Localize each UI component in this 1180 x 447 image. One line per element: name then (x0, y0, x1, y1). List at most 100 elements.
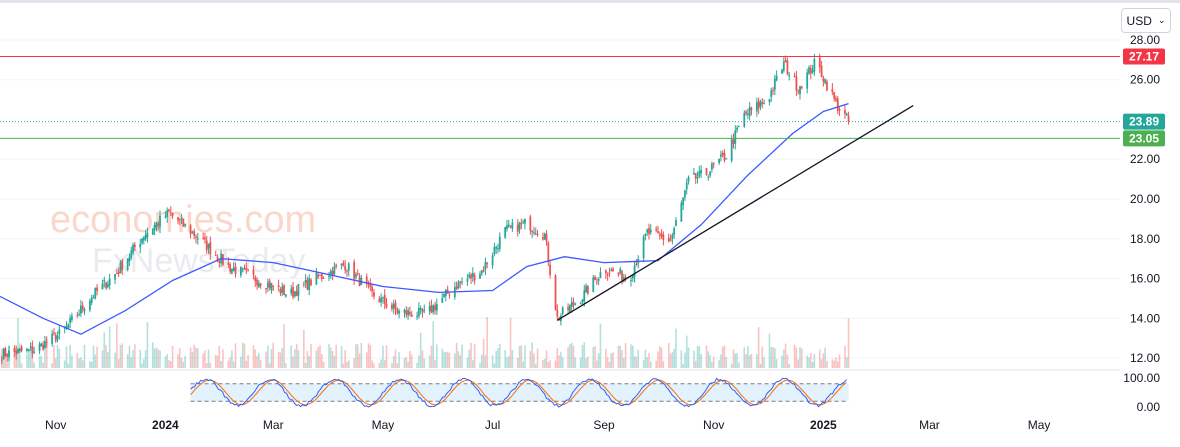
volume-bar (297, 350, 300, 368)
volume-bar (405, 356, 408, 368)
candle-body (378, 298, 381, 303)
volume-bar (495, 351, 497, 368)
candle-body (241, 268, 244, 270)
candle-body (673, 228, 676, 235)
volume-bar (78, 358, 80, 368)
candle-body (750, 107, 753, 110)
candle-body (178, 218, 181, 220)
candle-body (788, 75, 791, 77)
candle-body (468, 274, 471, 278)
volume-bar (169, 361, 172, 368)
candle-body (549, 264, 552, 275)
volume-bar (42, 362, 44, 368)
candle-body (189, 225, 192, 235)
price-badge (1123, 48, 1165, 65)
volume-bar (745, 353, 747, 368)
candle-body (709, 171, 712, 176)
candle-body (193, 231, 196, 236)
candle-body (772, 89, 774, 91)
candle-body (195, 236, 197, 238)
candle-body (755, 102, 758, 112)
candle-body (31, 346, 34, 354)
candle-body (182, 218, 185, 227)
volume-bar (720, 354, 722, 368)
volume-bar (308, 356, 311, 368)
volume-bar (518, 345, 521, 368)
candle-body (509, 226, 512, 228)
candle-body (403, 309, 406, 313)
candle-body (658, 234, 661, 236)
candle-body (682, 197, 685, 205)
candle-body (845, 113, 848, 116)
volume-bar (380, 359, 382, 368)
x-tick-label: 2025 (810, 418, 837, 432)
volume-bar (658, 346, 661, 368)
volume-bar (240, 356, 242, 368)
volume-bar (493, 363, 496, 368)
volume-bar (171, 345, 174, 368)
volume-bar (69, 344, 71, 368)
candle-body (734, 130, 737, 144)
volume-bar (333, 355, 336, 368)
volume-bar (403, 358, 406, 368)
volume-bar (355, 344, 357, 368)
candle-body (746, 113, 749, 115)
volume-bar (166, 354, 168, 368)
volume-bar (543, 358, 546, 368)
volume-bar (844, 345, 846, 368)
candle-body (730, 139, 733, 161)
candle-body (721, 152, 724, 156)
candle-body (470, 274, 472, 279)
volume-bar (763, 357, 765, 368)
volume-bar (107, 352, 109, 368)
volume-bar (633, 355, 636, 368)
candle-body (347, 263, 350, 271)
candle-body (81, 305, 84, 310)
candle-body (775, 75, 778, 81)
volume-bar (436, 344, 438, 368)
candle-body (371, 286, 374, 292)
candle-body (380, 297, 383, 302)
currency-selector[interactable]: USD ⌄ (1121, 8, 1171, 33)
candle-body (809, 68, 812, 74)
volume-bar (820, 359, 823, 368)
moving-average-line (0, 102, 849, 335)
candle-body (15, 350, 18, 355)
volume-bar (290, 345, 293, 368)
x-tick-label: Mar (263, 418, 284, 432)
volume-bar (822, 353, 825, 368)
candle-body (184, 224, 187, 227)
volume-bar (630, 344, 632, 368)
volume-bar (232, 361, 235, 368)
volume-bar (222, 349, 224, 368)
candle-body (142, 237, 145, 241)
volume-bar (94, 354, 97, 368)
volume-bar (90, 361, 93, 368)
candle-body (83, 309, 86, 312)
candle-body (2, 348, 5, 360)
volume-bar (818, 349, 821, 368)
candle-body (103, 280, 106, 282)
volume-bar (718, 360, 720, 368)
y-tick-label: 20.00 (1130, 192, 1160, 206)
volume-bar (383, 359, 386, 368)
volume-bar (310, 343, 312, 368)
candle-body (42, 344, 45, 350)
volume-bar (637, 349, 640, 368)
volume-bar (157, 349, 160, 368)
candle-body (105, 282, 107, 289)
volume-bar (54, 358, 57, 368)
volume-bar (685, 335, 688, 368)
candle-body (108, 278, 111, 286)
candle-body (121, 260, 124, 271)
volume-bar (63, 360, 66, 368)
candle-body (554, 275, 557, 310)
candle-body (391, 304, 393, 309)
volume-bar (178, 348, 181, 368)
candle-body (497, 248, 499, 250)
volume-bar (757, 327, 760, 368)
candle-body (146, 232, 149, 238)
candle-body (306, 279, 309, 290)
candle-body (254, 277, 257, 282)
candle-body (373, 292, 375, 297)
